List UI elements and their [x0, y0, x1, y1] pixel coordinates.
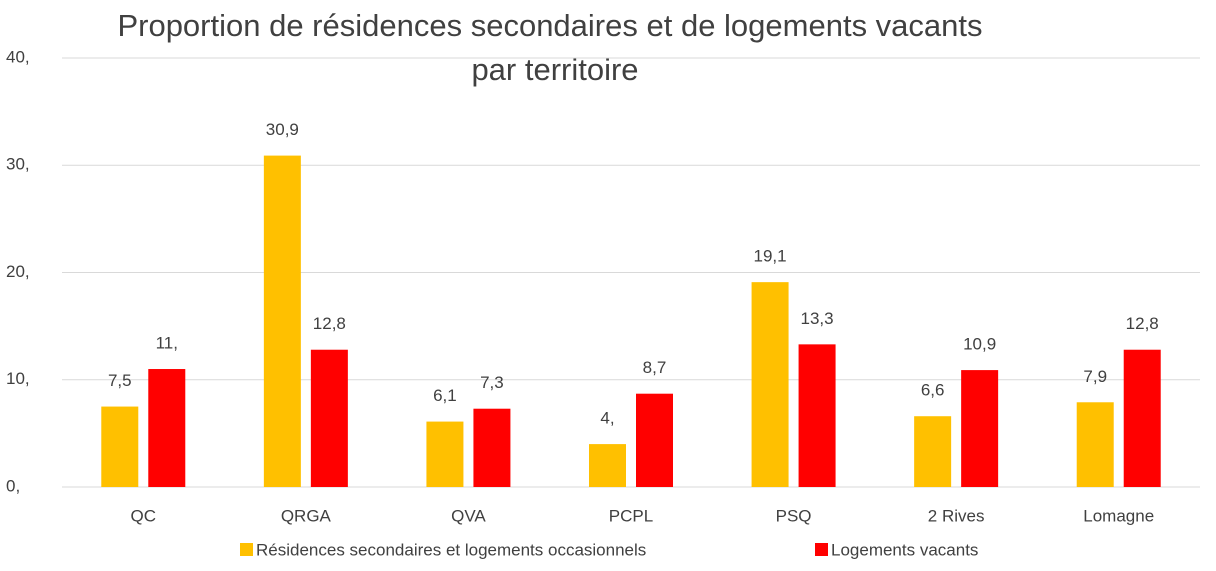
data-label: 4,: [600, 409, 614, 428]
legend-swatch: [815, 543, 828, 556]
bar: [798, 344, 836, 487]
data-label: 30,9: [266, 120, 299, 139]
x-tick-label: PCPL: [609, 506, 653, 525]
data-label: 10,9: [963, 335, 996, 354]
bar: [1123, 349, 1161, 487]
data-label: 19,1: [754, 247, 787, 266]
x-tick-label: QRGA: [281, 506, 332, 525]
bar: [310, 349, 348, 487]
x-tick-label: QVA: [451, 506, 486, 525]
data-label: 8,7: [643, 358, 667, 377]
x-tick-label: 2 Rives: [928, 506, 985, 525]
data-label: 11,: [156, 334, 178, 353]
bar: [101, 406, 139, 487]
bar: [426, 421, 464, 487]
x-tick-label: Lomagne: [1083, 506, 1154, 525]
data-label: 6,6: [921, 381, 945, 400]
y-tick-label: 0,: [6, 476, 20, 495]
bar: [636, 393, 673, 487]
bar: [263, 155, 301, 487]
bar: [914, 416, 952, 487]
data-label: 12,8: [1126, 314, 1159, 333]
bar: [961, 370, 999, 487]
bar: [473, 408, 511, 487]
y-tick-label: 20,: [6, 262, 30, 281]
chart-title: Proportion de résidences secondaires et …: [117, 8, 982, 43]
y-tick-label: 40,: [6, 47, 30, 66]
bar: [589, 444, 626, 487]
y-tick-label: 10,: [6, 369, 30, 388]
x-tick-label: PSQ: [776, 506, 812, 525]
data-label: 7,5: [108, 371, 132, 390]
x-tick-label: QC: [131, 506, 157, 525]
y-tick-label: 30,: [6, 155, 30, 174]
data-label: 12,8: [313, 314, 346, 333]
data-label: 7,3: [480, 373, 504, 392]
chart-title: par territoire: [471, 52, 638, 87]
bar: [1076, 402, 1114, 487]
bar: [751, 282, 789, 487]
data-label: 7,9: [1083, 367, 1107, 386]
data-label: 13,3: [801, 309, 834, 328]
legend-label: Résidences secondaires et logements occa…: [256, 540, 646, 559]
bar: [148, 369, 186, 487]
data-label: 6,1: [433, 386, 457, 405]
legend-label: Logements vacants: [831, 540, 978, 559]
legend-swatch: [240, 543, 253, 556]
